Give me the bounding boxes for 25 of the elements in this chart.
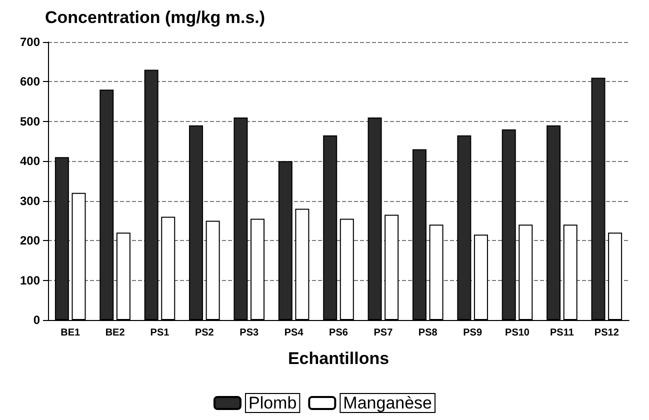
y-tick-label: 500 (20, 114, 40, 128)
legend-label: Manganèse (343, 394, 432, 412)
y-tick-label: 100 (20, 273, 40, 288)
x-tick-label: BE2 (105, 328, 126, 338)
y-tick-label: 600 (20, 74, 40, 89)
x-tick-label: PS8 (418, 328, 438, 338)
x-axis-title: Echantillons (288, 349, 390, 368)
y-tick-label: 700 (20, 35, 40, 49)
x-tick-label: PS9 (463, 328, 482, 338)
y-tick-label: 400 (20, 154, 40, 168)
y-tick-label: 300 (20, 194, 40, 208)
x-tick-label: PS10 (505, 328, 530, 338)
x-tick-label: PS2 (194, 328, 214, 338)
x-tick-label: BE1 (60, 328, 81, 338)
x-tick-label: PS1 (150, 328, 170, 338)
x-tick-label: PS12 (594, 328, 620, 338)
chart-title: Concentration (mg/kg m.s.) (45, 8, 266, 27)
y-tick-label: 0 (33, 313, 40, 327)
x-tick-label: PS3 (240, 328, 259, 338)
x-tick-label: PS6 (329, 328, 348, 338)
x-tick-label: PS4 (284, 328, 304, 338)
legend-label: Plomb (248, 394, 297, 412)
y-tick-label: 200 (20, 234, 40, 248)
x-tick-label: PS7 (374, 328, 394, 338)
x-tick-label: PS11 (550, 328, 574, 338)
